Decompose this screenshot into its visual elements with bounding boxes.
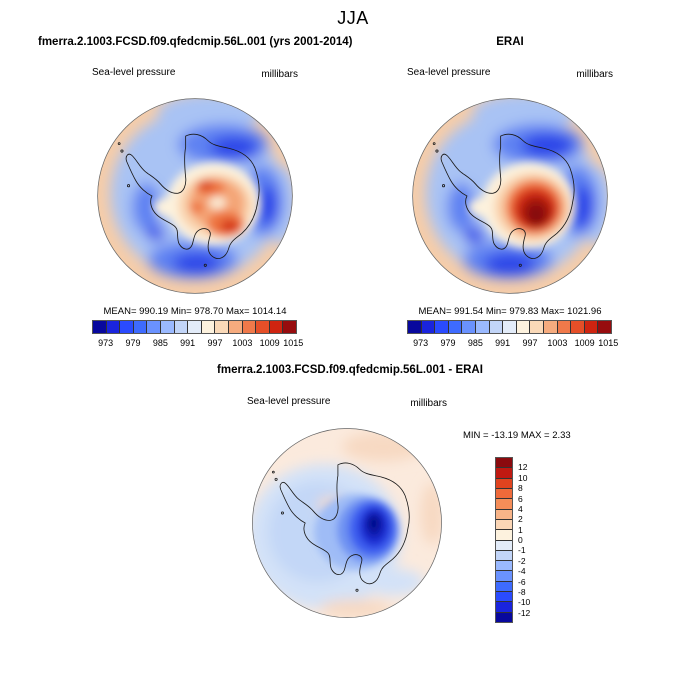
- erai-field-label: Sea-level pressure: [407, 67, 491, 78]
- erai-colorbar: [407, 320, 612, 334]
- diff-colorbar-ticks: 12 10 8 6 4 2 1 0 -1 -2 -4 -6 -8 -10 -12: [518, 462, 531, 618]
- erai-continent-high: [468, 162, 576, 249]
- map-boundary: [412, 98, 608, 294]
- diff-field-label: Sea-level pressure: [247, 396, 331, 407]
- erai-stats: MEAN= 991.54 Min= 979.83 Max= 1021.96: [418, 306, 602, 317]
- model-panel-title: fmerra.2.1003.FCSD.f09.qfedcmip.56L.001 …: [38, 36, 353, 48]
- model-colorbar: [92, 320, 297, 334]
- map-boundary: [97, 98, 293, 294]
- erai-colorbar-ticks: 973 979 985 991 997 1003 1009 1015: [413, 338, 619, 348]
- model-map: [97, 98, 293, 294]
- erai-map: [412, 98, 608, 294]
- diff-panel-title: fmerra.2.1003.FCSD.f09.qfedcmip.56L.001 …: [217, 364, 483, 376]
- model-stats: MEAN= 990.19 Min= 978.70 Max= 1014.14: [103, 306, 287, 317]
- model-units-label: millibars: [261, 69, 298, 80]
- diff-units-label: millibars: [410, 398, 447, 409]
- erai-units-label: millibars: [576, 69, 613, 80]
- model-continent-high: [153, 162, 261, 245]
- diff-stats: MIN = -13.19 MAX = 2.33: [463, 430, 571, 441]
- model-colorbar-ticks: 973 979 985 991 997 1003 1009 1015: [98, 338, 304, 348]
- model-field-label: Sea-level pressure: [92, 67, 176, 78]
- erai-panel-title: ERAI: [496, 36, 524, 48]
- diff-negative-anomaly: [314, 493, 399, 571]
- map-boundary: [252, 428, 442, 618]
- season-title: JJA: [337, 8, 369, 28]
- diff-map: [252, 428, 442, 618]
- diff-colorbar: [495, 457, 513, 623]
